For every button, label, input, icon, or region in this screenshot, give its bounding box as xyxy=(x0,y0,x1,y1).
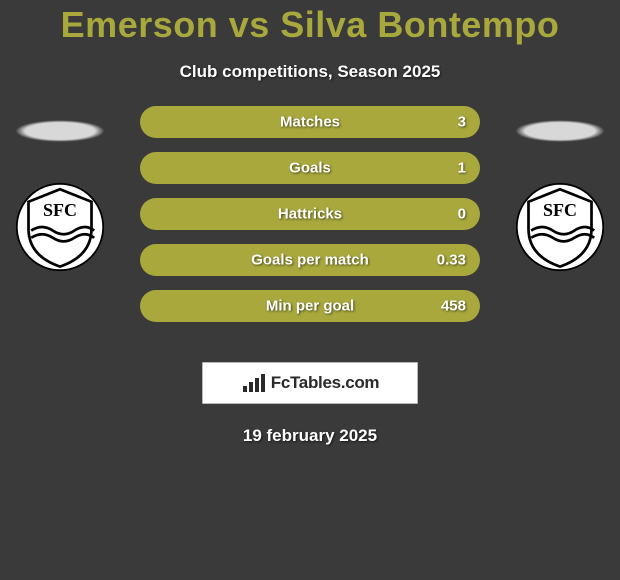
player-left: SFC xyxy=(0,120,120,272)
stat-label: Hattricks xyxy=(278,206,342,223)
stat-value-right: 1 xyxy=(458,160,466,177)
brand-badge[interactable]: FcTables.com xyxy=(202,362,418,404)
stat-label: Goals xyxy=(289,160,331,177)
player-right-crest: SFC xyxy=(515,182,605,272)
stat-bar-hattricks: Hattricks 0 xyxy=(140,198,480,230)
comparison-arena: SFC SFC Matches 3 Goals 1 Hattricks 0 xyxy=(0,120,620,340)
stat-bar-goals-per-match: Goals per match 0.33 xyxy=(140,244,480,276)
stat-bar-matches: Matches 3 xyxy=(140,106,480,138)
stat-bar-min-per-goal: Min per goal 458 xyxy=(140,290,480,322)
stat-bar-goals: Goals 1 xyxy=(140,152,480,184)
player-left-shadow xyxy=(15,120,105,142)
stat-value-right: 3 xyxy=(458,114,466,131)
stat-value-right: 458 xyxy=(441,298,466,315)
svg-text:SFC: SFC xyxy=(43,200,77,220)
player-right-shadow xyxy=(515,120,605,142)
stat-label: Matches xyxy=(280,114,340,131)
stat-value-right: 0 xyxy=(458,206,466,223)
page-title: Emerson vs Silva Bontempo xyxy=(0,0,620,46)
stat-label: Goals per match xyxy=(251,252,369,269)
bars-icon xyxy=(241,372,267,394)
stat-value-right: 0.33 xyxy=(437,252,466,269)
player-left-crest: SFC xyxy=(15,182,105,272)
stat-label: Min per goal xyxy=(266,298,354,315)
date-line: 19 february 2025 xyxy=(0,426,620,446)
svg-text:SFC: SFC xyxy=(543,200,577,220)
subtitle: Club competitions, Season 2025 xyxy=(0,62,620,82)
stat-bars: Matches 3 Goals 1 Hattricks 0 Goals per … xyxy=(140,106,480,322)
player-right: SFC xyxy=(500,120,620,272)
brand-text: FcTables.com xyxy=(271,373,380,393)
